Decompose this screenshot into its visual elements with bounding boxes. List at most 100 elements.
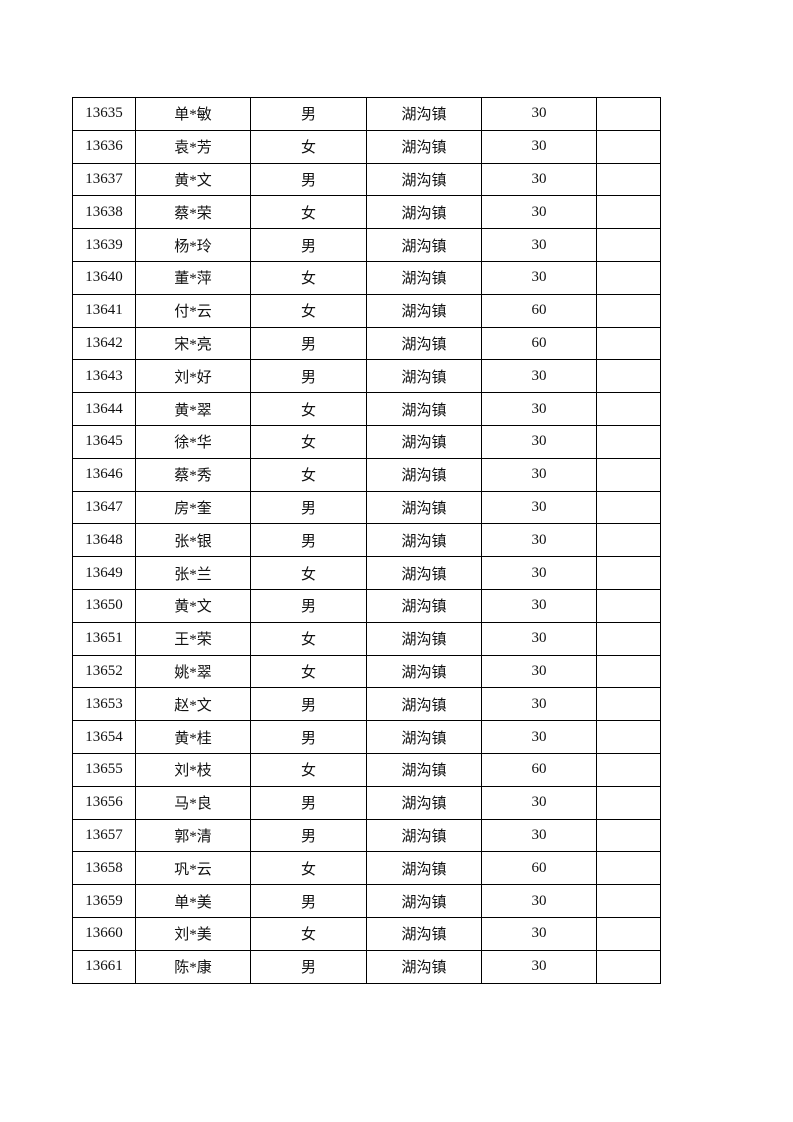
amount-cell: 30 bbox=[481, 949, 597, 984]
id-cell: 13647 bbox=[72, 490, 136, 525]
amount-cell: 30 bbox=[481, 720, 597, 754]
town-cell: 湖沟镇 bbox=[366, 556, 482, 590]
name-cell: 黄*文 bbox=[135, 162, 251, 197]
name-cell: 赵*文 bbox=[135, 687, 251, 722]
gender-cell: 女 bbox=[250, 752, 367, 787]
gender-cell: 女 bbox=[250, 195, 367, 230]
name-cell: 徐*华 bbox=[135, 424, 251, 459]
town-cell: 湖沟镇 bbox=[366, 621, 482, 656]
note-cell bbox=[596, 490, 661, 525]
town-cell: 湖沟镇 bbox=[366, 490, 482, 525]
gender-cell: 男 bbox=[250, 162, 367, 197]
town-cell: 湖沟镇 bbox=[366, 359, 482, 394]
town-cell: 湖沟镇 bbox=[366, 949, 482, 984]
note-cell bbox=[596, 195, 661, 230]
note-cell bbox=[596, 359, 661, 394]
id-cell: 13651 bbox=[72, 621, 136, 656]
town-cell: 湖沟镇 bbox=[366, 687, 482, 722]
amount-cell: 30 bbox=[481, 654, 597, 689]
gender-cell: 女 bbox=[250, 556, 367, 590]
id-cell: 13648 bbox=[72, 523, 136, 558]
amount-cell: 30 bbox=[481, 359, 597, 394]
name-cell: 陈*康 bbox=[135, 949, 251, 984]
name-cell: 张*银 bbox=[135, 523, 251, 558]
id-cell: 13652 bbox=[72, 654, 136, 689]
name-cell: 黄*文 bbox=[135, 588, 251, 623]
table-row: 13640 董*萍女湖沟镇 30 bbox=[72, 260, 661, 295]
amount-cell: 30 bbox=[481, 162, 597, 197]
gender-cell: 女 bbox=[250, 129, 367, 164]
table-row: 13659 单*美男湖沟镇 30 bbox=[72, 884, 661, 918]
amount-cell: 30 bbox=[481, 97, 597, 131]
town-cell: 湖沟镇 bbox=[366, 818, 482, 853]
amount-cell: 30 bbox=[481, 687, 597, 722]
note-cell bbox=[596, 162, 661, 197]
amount-cell: 30 bbox=[481, 392, 597, 426]
note-cell bbox=[596, 621, 661, 656]
id-cell: 13658 bbox=[72, 851, 136, 886]
records-table: 13635 单*敏男湖沟镇 30 13636 袁*芳女湖沟镇 30 13637 黄*文男湖沟镇… bbox=[72, 97, 661, 984]
town-cell: 湖沟镇 bbox=[366, 228, 482, 262]
note-cell bbox=[596, 523, 661, 558]
id-cell: 13649 bbox=[72, 556, 136, 590]
name-cell: 黄*翠 bbox=[135, 392, 251, 426]
note-cell bbox=[596, 588, 661, 623]
name-cell: 单*美 bbox=[135, 884, 251, 918]
note-cell bbox=[596, 654, 661, 689]
town-cell: 湖沟镇 bbox=[366, 424, 482, 459]
town-cell: 湖沟镇 bbox=[366, 457, 482, 492]
id-cell: 13659 bbox=[72, 884, 136, 918]
amount-cell: 30 bbox=[481, 129, 597, 164]
gender-cell: 男 bbox=[250, 687, 367, 722]
table-row: 13657 郭*清男湖沟镇 30 bbox=[72, 818, 661, 853]
gender-cell: 女 bbox=[250, 392, 367, 426]
note-cell bbox=[596, 949, 661, 984]
gender-cell: 男 bbox=[250, 359, 367, 394]
id-cell: 13657 bbox=[72, 818, 136, 853]
id-cell: 13635 bbox=[72, 97, 136, 131]
note-cell bbox=[596, 228, 661, 262]
town-cell: 湖沟镇 bbox=[366, 916, 482, 951]
amount-cell: 30 bbox=[481, 260, 597, 295]
note-cell bbox=[596, 687, 661, 722]
gender-cell: 女 bbox=[250, 457, 367, 492]
gender-cell: 男 bbox=[250, 818, 367, 853]
amount-cell: 30 bbox=[481, 490, 597, 525]
note-cell bbox=[596, 392, 661, 426]
amount-cell: 60 bbox=[481, 326, 597, 361]
name-cell: 郭*清 bbox=[135, 818, 251, 853]
amount-cell: 60 bbox=[481, 293, 597, 328]
amount-cell: 30 bbox=[481, 228, 597, 262]
id-cell: 13643 bbox=[72, 359, 136, 394]
note-cell bbox=[596, 720, 661, 754]
town-cell: 湖沟镇 bbox=[366, 851, 482, 886]
note-cell bbox=[596, 260, 661, 295]
town-cell: 湖沟镇 bbox=[366, 162, 482, 197]
name-cell: 杨*玲 bbox=[135, 228, 251, 262]
note-cell bbox=[596, 457, 661, 492]
note-cell bbox=[596, 293, 661, 328]
id-cell: 13654 bbox=[72, 720, 136, 754]
name-cell: 刘*美 bbox=[135, 916, 251, 951]
town-cell: 湖沟镇 bbox=[366, 752, 482, 787]
table-row: 13652 姚*翠女湖沟镇 30 bbox=[72, 654, 661, 689]
note-cell bbox=[596, 424, 661, 459]
name-cell: 黄*桂 bbox=[135, 720, 251, 754]
records-table-body: 13635 单*敏男湖沟镇 30 13636 袁*芳女湖沟镇 30 13637 黄*文男湖沟镇… bbox=[72, 97, 661, 984]
table-row: 13660 刘*美女湖沟镇 30 bbox=[72, 916, 661, 951]
gender-cell: 女 bbox=[250, 621, 367, 656]
note-cell bbox=[596, 129, 661, 164]
gender-cell: 男 bbox=[250, 523, 367, 558]
gender-cell: 男 bbox=[250, 720, 367, 754]
note-cell bbox=[596, 916, 661, 951]
amount-cell: 30 bbox=[481, 818, 597, 853]
town-cell: 湖沟镇 bbox=[366, 523, 482, 558]
gender-cell: 女 bbox=[250, 916, 367, 951]
id-cell: 13642 bbox=[72, 326, 136, 361]
note-cell bbox=[596, 97, 661, 131]
name-cell: 蔡*荣 bbox=[135, 195, 251, 230]
table-row: 13647 房*奎男湖沟镇 30 bbox=[72, 490, 661, 525]
amount-cell: 30 bbox=[481, 424, 597, 459]
gender-cell: 男 bbox=[250, 884, 367, 918]
name-cell: 姚*翠 bbox=[135, 654, 251, 689]
